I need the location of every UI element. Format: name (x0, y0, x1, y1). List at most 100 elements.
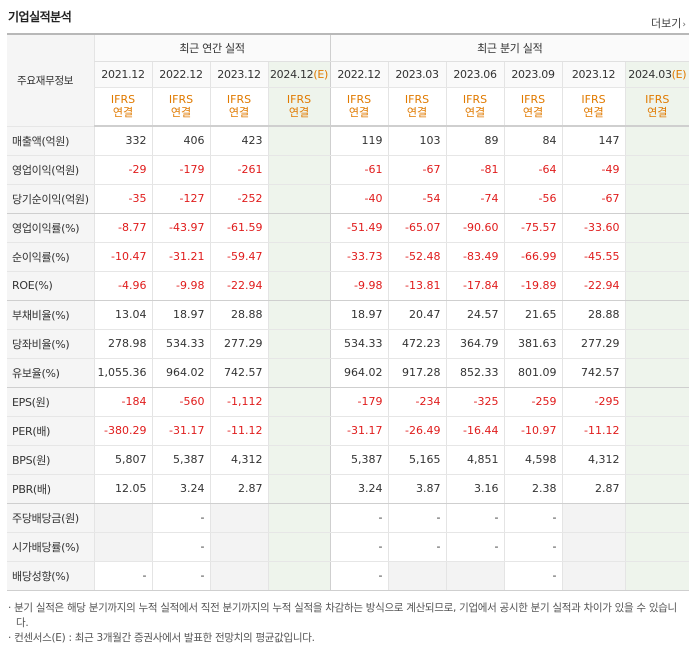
chevron-right-icon: › (682, 20, 686, 30)
table-cell: -49 (561, 155, 626, 185)
table-cell (267, 445, 331, 475)
table-cell (267, 271, 331, 301)
more-label: 더보기 (651, 17, 682, 30)
period-header: 2023.12 (561, 61, 626, 88)
table-cell: -1,112 (209, 387, 268, 417)
table-cell: 5,807 (93, 445, 152, 475)
table-cell: -56 (503, 184, 563, 214)
table-cell: - (445, 503, 505, 533)
table-cell (267, 561, 331, 591)
period-label: 2023.12 (571, 67, 616, 81)
table-cell (267, 126, 331, 156)
table-cell: -9.98 (329, 271, 389, 301)
period-label: 2024.12 (269, 67, 314, 81)
row-label: 순이익률(%) (7, 242, 94, 272)
table-cell (624, 561, 690, 591)
table-cell: -8.77 (93, 213, 152, 243)
table-cell (209, 503, 268, 533)
table-cell: -179 (329, 387, 389, 417)
table-cell: -179 (151, 155, 210, 185)
table-cell: 917.28 (387, 358, 447, 388)
table-cell (624, 242, 690, 272)
table-cell (267, 329, 331, 359)
accounting-standard: IFRS 연결 (387, 87, 447, 127)
standard-ifrs: IFRS (645, 93, 670, 107)
period-header: 2023.06 (445, 61, 505, 88)
table-cell: -9.98 (151, 271, 210, 301)
table-cell: 103 (387, 126, 447, 156)
standard-consolidated: 연결 (647, 106, 668, 120)
table-cell (624, 416, 690, 446)
table-cell (445, 561, 505, 591)
table-cell: -67 (387, 155, 447, 185)
table-cell: -31.17 (151, 416, 210, 446)
table-cell (267, 155, 331, 185)
table-cell (267, 242, 331, 272)
table-cell: 277.29 (561, 329, 626, 359)
table-cell: -31.17 (329, 416, 389, 446)
table-cell: 801.09 (503, 358, 563, 388)
period-label: 2023.06 (453, 67, 497, 81)
table-cell: 3.24 (329, 474, 389, 504)
table-cell: 4,851 (445, 445, 505, 475)
accounting-standard: IFRS 연결 (151, 87, 210, 127)
footnote-consensus: · 컨센서스(E) : 최근 3개월간 증권사에서 발표한 전망치의 평균값입니… (8, 632, 315, 644)
table-cell: -54 (387, 184, 447, 214)
table-cell (624, 503, 690, 533)
row-label: 당좌비율(%) (7, 329, 94, 359)
accounting-standard: IFRS 연결 (561, 87, 626, 127)
table-cell: -17.84 (445, 271, 505, 301)
row-label: BPS(원) (7, 445, 94, 475)
period-label: 2023.03 (395, 67, 439, 81)
table-row: ROE(%) -4.96 -9.98 -22.94 -9.98 -13.81 -17.84-… (7, 271, 690, 301)
table-cell: -22.94 (209, 271, 268, 301)
table-cell: -51.49 (329, 213, 389, 243)
table-cell: -325 (445, 387, 505, 417)
period-label: 2021.12 (101, 67, 145, 81)
period-header: 2023.03 (387, 61, 447, 88)
table-cell (624, 445, 690, 475)
table-cell: 852.33 (445, 358, 505, 388)
standard-consolidated: 연결 (170, 106, 192, 120)
table-cell (561, 532, 626, 562)
table-cell (209, 532, 268, 562)
table-row: 유보율(%) 1,055.36 964.02 742.57 964.02 917.28 85… (7, 358, 690, 388)
table-cell: -259 (503, 387, 563, 417)
table-cell (561, 503, 626, 533)
table-cell: 28.88 (209, 300, 268, 330)
more-link[interactable]: 더보기› (651, 15, 686, 31)
table-cell: -10.97 (503, 416, 563, 446)
table-cell: 742.57 (209, 358, 268, 388)
table-cell: -13.81 (387, 271, 447, 301)
table-cell: - (387, 503, 447, 533)
table-cell: -90.60 (445, 213, 505, 243)
table-cell: 472.23 (387, 329, 447, 359)
row-label: 배당성향(%) (7, 561, 94, 591)
period-header: 2024.12(E) (267, 61, 331, 88)
table-cell: - (151, 532, 210, 562)
table-cell (624, 358, 690, 388)
table-cell: -33.73 (329, 242, 389, 272)
table-cell: 5,387 (329, 445, 389, 475)
table-cell: 2.87 (561, 474, 626, 504)
standard-ifrs: IFRS (168, 93, 194, 107)
table-cell: -83.49 (445, 242, 505, 272)
standard-consolidated: 연결 (406, 106, 428, 120)
table-cell: -29 (93, 155, 152, 185)
table-cell (624, 532, 690, 562)
table-cell: -26.49 (387, 416, 447, 446)
table-cell: - (503, 503, 563, 533)
table-cell: 4,312 (561, 445, 626, 475)
standard-consolidated: 연결 (348, 106, 370, 120)
table-cell (267, 213, 331, 243)
table-cell: 278.98 (93, 329, 152, 359)
table-cell (624, 387, 690, 417)
table-cell: 423 (209, 126, 268, 156)
table-cell: 332 (93, 126, 152, 156)
estimate-mark: (E) (671, 67, 687, 81)
table-cell: -127 (151, 184, 210, 214)
table-cell (267, 300, 331, 330)
table-cell: 28.88 (561, 300, 626, 330)
table-cell: - (151, 561, 210, 591)
table-cell: -45.55 (561, 242, 626, 272)
